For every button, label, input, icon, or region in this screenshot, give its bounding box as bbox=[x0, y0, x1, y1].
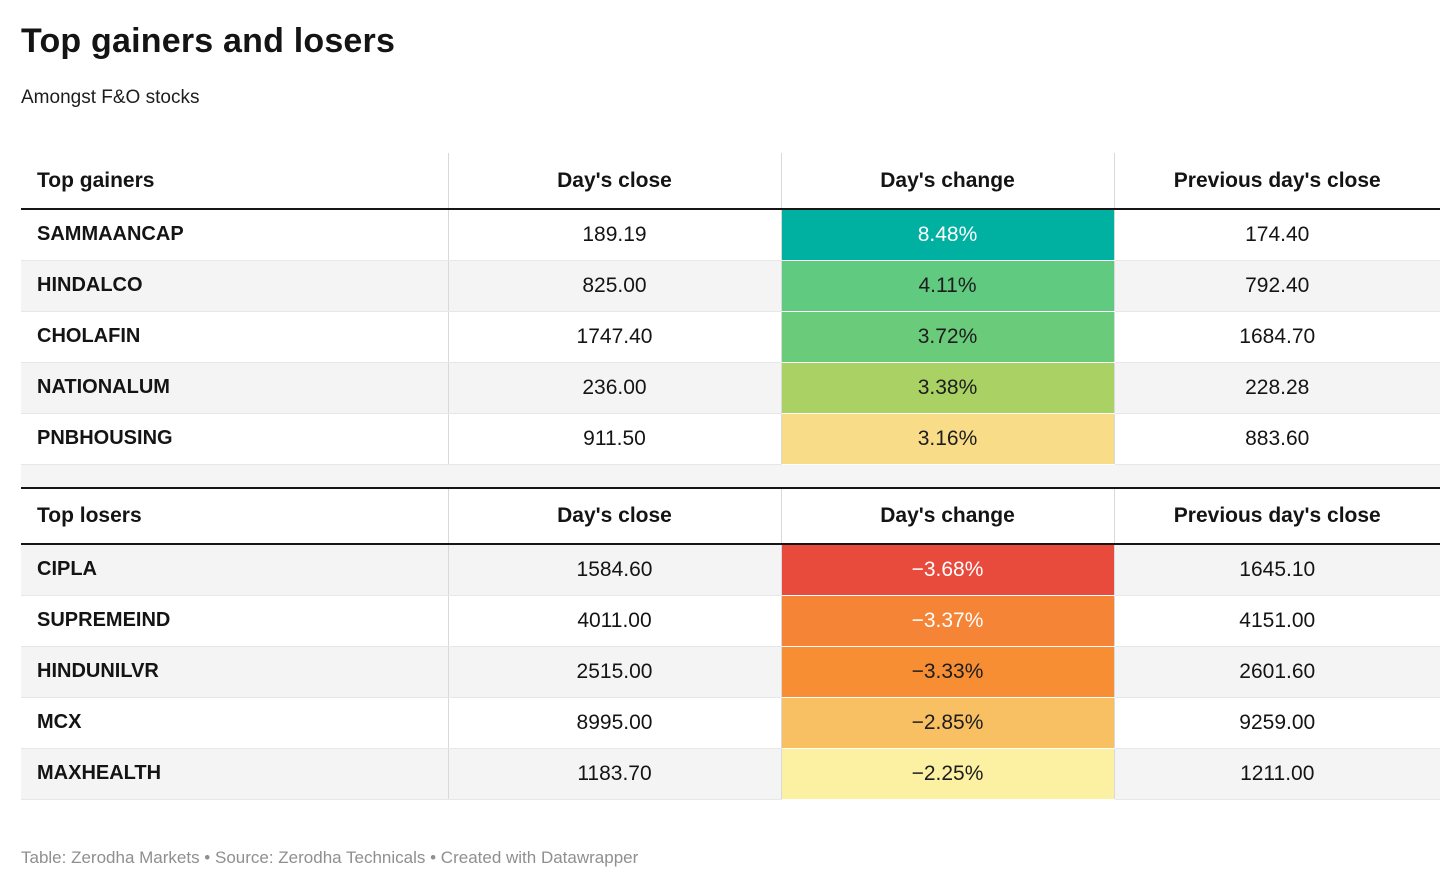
prev-close-cell: 1684.70 bbox=[1114, 311, 1440, 363]
prev-close-cell: 1211.00 bbox=[1114, 748, 1440, 800]
losers-header-row: Top losers Day's close Day's change Prev… bbox=[21, 487, 1440, 545]
prev-close-cell: 174.40 bbox=[1114, 209, 1440, 261]
days-change-cell: 3.38% bbox=[781, 362, 1115, 414]
stock-name-cell: SUPREMEIND bbox=[21, 595, 449, 647]
column-header-prev-close: Previous day's close bbox=[1114, 153, 1440, 210]
stock-name-cell: SAMMAANCAP bbox=[21, 209, 449, 261]
days-change-cell: −2.25% bbox=[781, 748, 1115, 800]
days-close-cell: 189.19 bbox=[448, 209, 782, 261]
column-header-top-gainers: Top gainers bbox=[21, 153, 449, 210]
stock-name-cell: HINDUNILVR bbox=[21, 646, 449, 698]
prev-close-cell: 9259.00 bbox=[1114, 697, 1440, 749]
gainer-row: CHOLAFIN 1747.40 3.72% 1684.70 bbox=[21, 311, 1440, 363]
losers-header: Top losers Day's close Day's change Prev… bbox=[21, 487, 1440, 545]
days-close-cell: 4011.00 bbox=[448, 595, 782, 647]
days-change-cell: −3.33% bbox=[781, 646, 1115, 698]
stock-name-cell: CIPLA bbox=[21, 544, 449, 596]
gainers-losers-table: Top gainers Day's close Day's change Pre… bbox=[21, 153, 1440, 800]
stock-name-cell: MCX bbox=[21, 697, 449, 749]
loser-row: CIPLA 1584.60 −3.68% 1645.10 bbox=[21, 544, 1440, 596]
prev-close-cell: 4151.00 bbox=[1114, 595, 1440, 647]
stock-name-cell: PNBHOUSING bbox=[21, 413, 449, 465]
loser-row: MAXHEALTH 1183.70 −2.25% 1211.00 bbox=[21, 748, 1440, 800]
stock-name-cell: NATIONALUM bbox=[21, 362, 449, 414]
gainers-body: SAMMAANCAP 189.19 8.48% 174.40 HINDALCO … bbox=[21, 209, 1440, 488]
days-close-cell: 1183.70 bbox=[448, 748, 782, 800]
stock-name-cell: CHOLAFIN bbox=[21, 311, 449, 363]
days-close-cell: 825.00 bbox=[448, 260, 782, 312]
loser-row: MCX 8995.00 −2.85% 9259.00 bbox=[21, 697, 1440, 749]
gainer-row: HINDALCO 825.00 4.11% 792.40 bbox=[21, 260, 1440, 312]
prev-close-cell: 2601.60 bbox=[1114, 646, 1440, 698]
days-change-cell: 8.48% bbox=[781, 209, 1115, 261]
column-header-top-losers: Top losers bbox=[21, 487, 449, 545]
days-change-cell: 3.16% bbox=[781, 413, 1115, 465]
column-header-days-change: Day's change bbox=[781, 153, 1115, 210]
days-close-cell: 236.00 bbox=[448, 362, 782, 414]
stock-name-cell: HINDALCO bbox=[21, 260, 449, 312]
days-change-cell: 4.11% bbox=[781, 260, 1115, 312]
column-header-days-close: Day's close bbox=[448, 153, 782, 210]
days-change-cell: −3.68% bbox=[781, 544, 1115, 596]
days-close-cell: 1584.60 bbox=[448, 544, 782, 596]
spacer-cell bbox=[21, 464, 1440, 488]
days-close-cell: 8995.00 bbox=[448, 697, 782, 749]
prev-close-cell: 1645.10 bbox=[1114, 544, 1440, 596]
loser-row: HINDUNILVR 2515.00 −3.33% 2601.60 bbox=[21, 646, 1440, 698]
page-title: Top gainers and losers bbox=[21, 22, 396, 60]
prev-close-cell: 883.60 bbox=[1114, 413, 1440, 465]
stock-name-cell: MAXHEALTH bbox=[21, 748, 449, 800]
gainer-row: PNBHOUSING 911.50 3.16% 883.60 bbox=[21, 413, 1440, 465]
gainer-row: NATIONALUM 236.00 3.38% 228.28 bbox=[21, 362, 1440, 414]
days-change-cell: −2.85% bbox=[781, 697, 1115, 749]
gainers-header-row: Top gainers Day's close Day's change Pre… bbox=[21, 153, 1440, 210]
page-subtitle: Amongst F&O stocks bbox=[21, 87, 200, 108]
losers-body: CIPLA 1584.60 −3.68% 1645.10 SUPREMEIND … bbox=[21, 544, 1440, 800]
days-close-cell: 911.50 bbox=[448, 413, 782, 465]
column-header-prev-close: Previous day's close bbox=[1114, 487, 1440, 545]
prev-close-cell: 228.28 bbox=[1114, 362, 1440, 414]
days-change-cell: 3.72% bbox=[781, 311, 1115, 363]
column-header-days-close: Day's close bbox=[448, 487, 782, 545]
days-close-cell: 1747.40 bbox=[448, 311, 782, 363]
gainers-header: Top gainers Day's close Day's change Pre… bbox=[21, 153, 1440, 210]
section-spacer bbox=[21, 464, 1440, 488]
prev-close-cell: 792.40 bbox=[1114, 260, 1440, 312]
days-close-cell: 2515.00 bbox=[448, 646, 782, 698]
gainer-row: SAMMAANCAP 189.19 8.48% 174.40 bbox=[21, 209, 1440, 261]
loser-row: SUPREMEIND 4011.00 −3.37% 4151.00 bbox=[21, 595, 1440, 647]
days-change-cell: −3.37% bbox=[781, 595, 1115, 647]
footer-attribution: Table: Zerodha Markets • Source: Zerodha… bbox=[21, 848, 639, 867]
column-header-days-change: Day's change bbox=[781, 487, 1115, 545]
